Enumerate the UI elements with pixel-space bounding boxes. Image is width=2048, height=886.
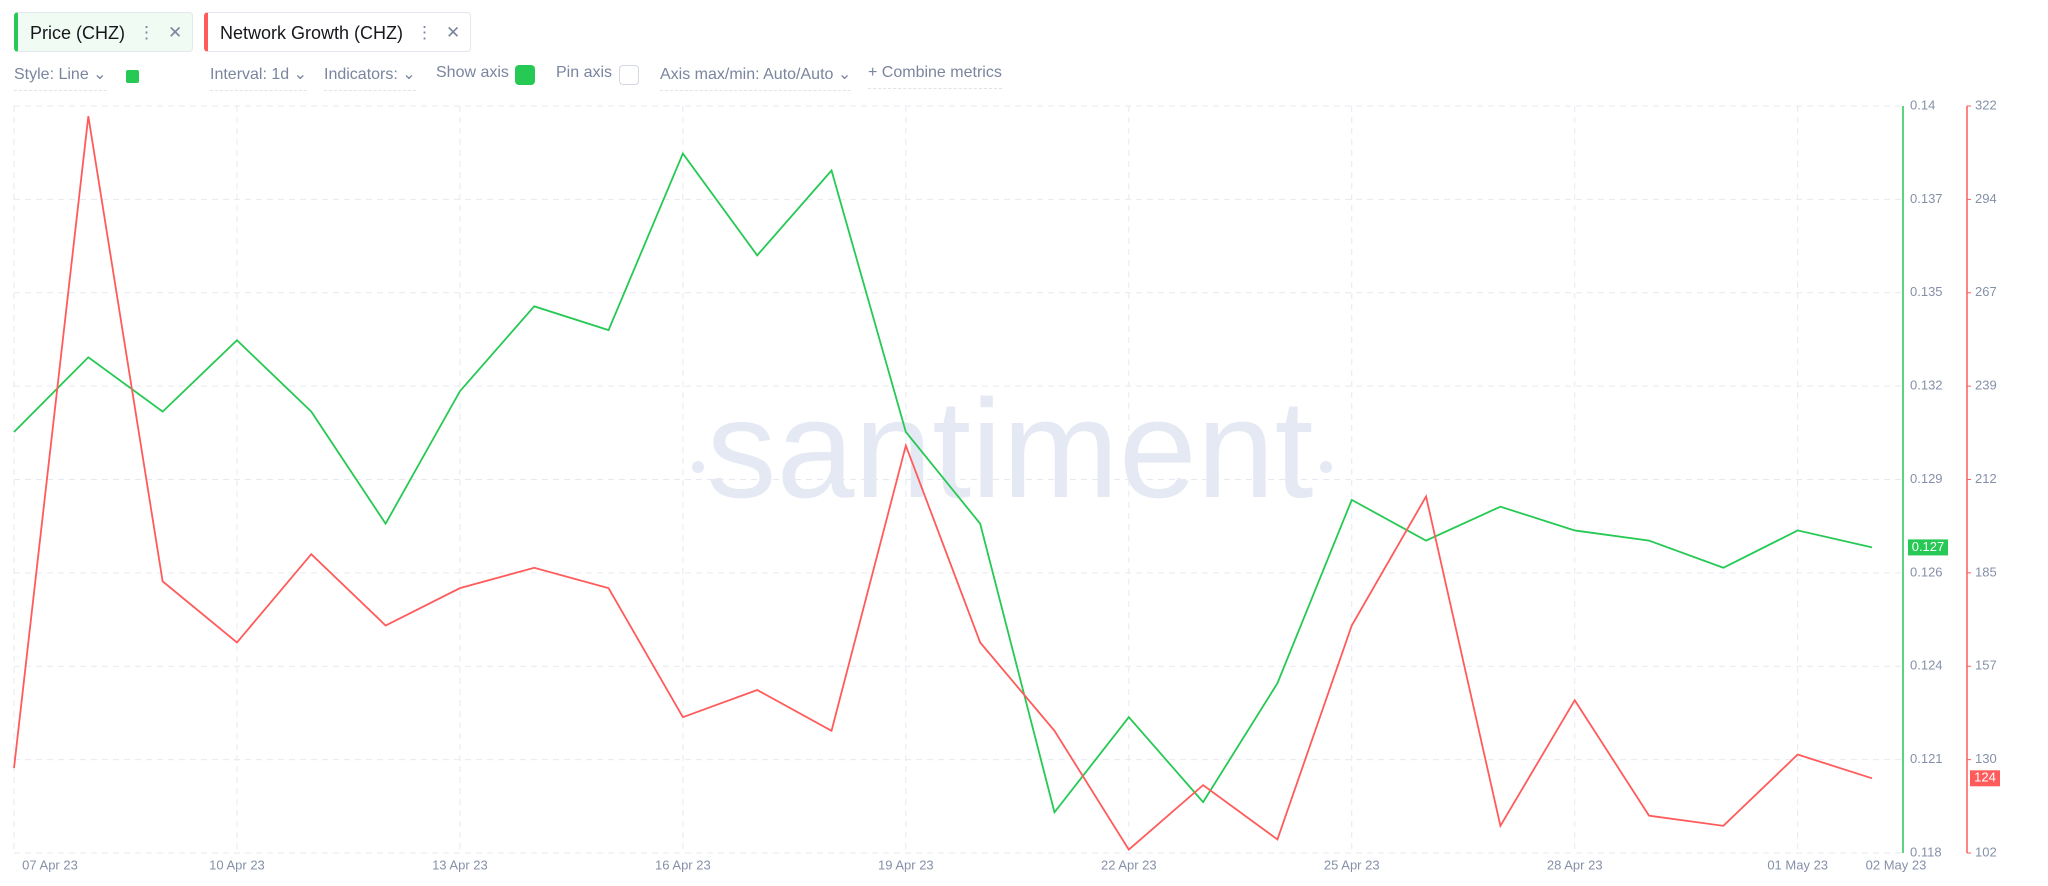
- y-tick-label: 0.14: [1910, 97, 1935, 112]
- series-line: [13, 116, 1873, 851]
- axis-select[interactable]: Axis max/min: Auto/Auto ⌄: [660, 64, 852, 91]
- y2-tick-label: 102: [1975, 844, 1997, 859]
- y2-tick-label: 185: [1975, 564, 1997, 579]
- y2-tick-label: 130: [1975, 751, 1997, 766]
- series-line: [13, 151, 1873, 815]
- y2-tick-label: 157: [1975, 658, 1997, 673]
- y-tick-label: 0.137: [1910, 191, 1943, 206]
- show-axis[interactable]: Show axis: [436, 64, 509, 88]
- y2-tick-label: 212: [1975, 471, 1997, 486]
- x-tick-label: 07 Apr 23: [22, 857, 78, 872]
- x-tick-label: 02 May 23: [1866, 857, 1927, 872]
- x-tick-label: 22 Apr 23: [1101, 857, 1157, 872]
- label: Style: Line: [14, 66, 89, 83]
- x-tick-label: 01 May 23: [1767, 857, 1828, 872]
- indicators-select[interactable]: Indicators: ⌄: [324, 64, 416, 91]
- label: Combine metrics: [881, 64, 1002, 81]
- y-tick-label: 0.121: [1910, 751, 1943, 766]
- metric-tab[interactable]: Network Growth (CHZ) ⋮ ✕: [204, 12, 471, 52]
- last-value-badge: [1970, 770, 2000, 787]
- y2-tick-label: 294: [1975, 191, 1997, 206]
- x-tick-label: 28 Apr 23: [1547, 857, 1603, 872]
- x-tick-label: 25 Apr 23: [1324, 857, 1380, 872]
- combine-button[interactable]: + Combine metrics: [868, 64, 1002, 89]
- label: Axis max/min: Auto/Auto: [660, 66, 834, 83]
- y-tick-label: 0.124: [1910, 658, 1943, 673]
- y-tick-label: 0.129: [1910, 471, 1943, 486]
- y-tick-label: 0.118: [1910, 844, 1942, 859]
- x-tick-label: 10 Apr 23: [209, 857, 265, 872]
- y-tick-label: 0.135: [1910, 284, 1943, 299]
- watermark: santiment: [707, 370, 1314, 527]
- last-value-label: 0.127: [1912, 539, 1945, 554]
- watermark-dot: [1320, 461, 1332, 473]
- watermark-dot: [692, 461, 704, 473]
- tab-label: Network Growth (CHZ): [220, 23, 404, 43]
- y2-tick-label: 322: [1975, 97, 1997, 112]
- label: Interval: 1d: [210, 66, 290, 83]
- checkbox[interactable]: [619, 65, 639, 85]
- checkbox-checked[interactable]: [515, 65, 535, 85]
- pin-axis[interactable]: Pin axis: [556, 64, 612, 88]
- y2-tick-label: 239: [1975, 378, 1997, 393]
- style-select[interactable]: Style: Line ⌄: [14, 64, 107, 91]
- label: Pin axis: [556, 64, 613, 81]
- last-value-label: 124: [1974, 770, 1996, 785]
- label: Show axis: [436, 64, 509, 81]
- x-tick-label: 16 Apr 23: [655, 857, 711, 872]
- x-tick-label: 19 Apr 23: [878, 857, 934, 872]
- metric-tab[interactable]: Price (CHZ) ⋮ ✕: [14, 12, 193, 52]
- y2-tick-label: 267: [1975, 284, 1997, 299]
- last-value-badge: [1908, 539, 1948, 556]
- label: Indicators:: [324, 66, 398, 83]
- x-tick-label: 13 Apr 23: [432, 857, 488, 872]
- interval-select[interactable]: Interval: 1d ⌄: [210, 64, 308, 91]
- color-select[interactable]: [126, 70, 139, 83]
- y-tick-label: 0.126: [1910, 564, 1943, 579]
- y-tick-label: 0.132: [1910, 378, 1943, 393]
- tab-label: Price (CHZ): [30, 23, 125, 43]
